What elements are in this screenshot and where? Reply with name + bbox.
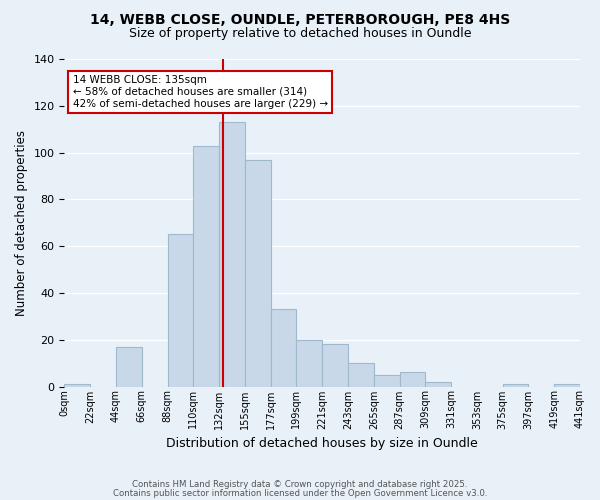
Bar [116,346,142,387]
X-axis label: Distribution of detached houses by size in Oundle: Distribution of detached houses by size … [166,437,478,450]
Bar [296,340,322,386]
Bar [64,384,90,386]
Bar [374,375,400,386]
Bar [425,382,451,386]
Y-axis label: Number of detached properties: Number of detached properties [15,130,28,316]
Bar [167,234,193,386]
Bar [503,384,529,386]
Text: Contains public sector information licensed under the Open Government Licence v3: Contains public sector information licen… [113,489,487,498]
Text: 14, WEBB CLOSE, OUNDLE, PETERBOROUGH, PE8 4HS: 14, WEBB CLOSE, OUNDLE, PETERBOROUGH, PE… [90,12,510,26]
Bar [348,363,374,386]
Bar [271,310,296,386]
Bar [400,372,425,386]
Bar [193,146,219,386]
Bar [322,344,348,387]
Bar [219,122,245,386]
Text: 14 WEBB CLOSE: 135sqm
← 58% of detached houses are smaller (314)
42% of semi-det: 14 WEBB CLOSE: 135sqm ← 58% of detached … [73,76,328,108]
Text: Contains HM Land Registry data © Crown copyright and database right 2025.: Contains HM Land Registry data © Crown c… [132,480,468,489]
Text: Size of property relative to detached houses in Oundle: Size of property relative to detached ho… [129,28,471,40]
Bar [245,160,271,386]
Bar [554,384,580,386]
